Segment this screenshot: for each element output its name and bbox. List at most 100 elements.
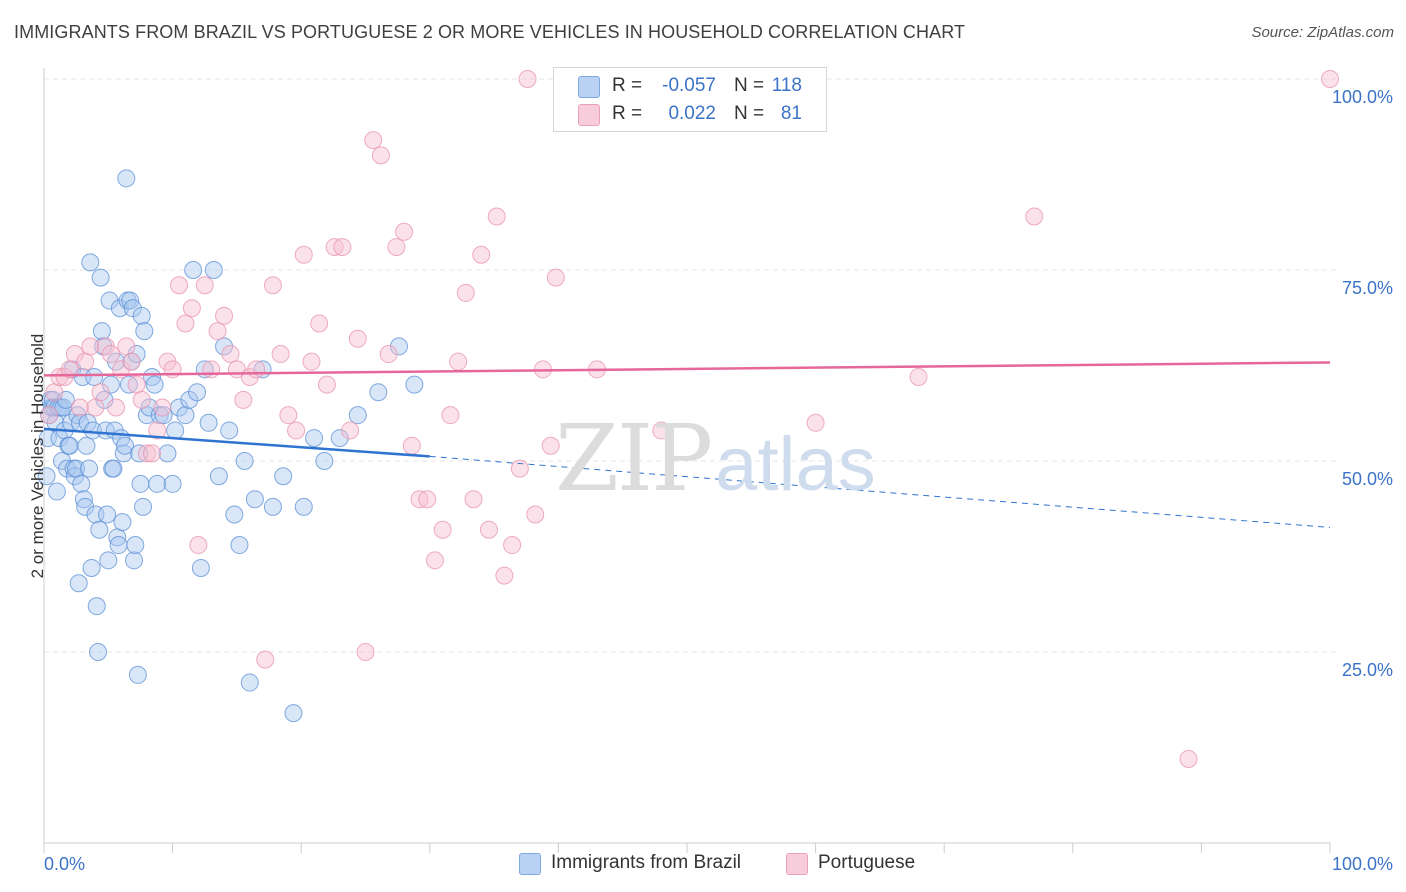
portuguese-point bbox=[503, 536, 522, 555]
brazil-point bbox=[117, 169, 136, 188]
portuguese-point bbox=[341, 421, 360, 440]
portuguese-point bbox=[806, 413, 825, 432]
brazil-point bbox=[123, 299, 142, 318]
portuguese-point bbox=[234, 390, 253, 409]
brazil-point bbox=[263, 497, 282, 516]
brazil-trend-line bbox=[43, 427, 430, 458]
brazil-point bbox=[125, 551, 144, 570]
portuguese-point bbox=[153, 398, 172, 417]
brazil-point bbox=[145, 375, 164, 394]
portuguese-point bbox=[495, 566, 514, 585]
portuguese-point bbox=[263, 276, 282, 295]
portuguese-point bbox=[132, 390, 151, 409]
legend-n-label: N = bbox=[734, 75, 765, 96]
brazil-point bbox=[83, 421, 102, 440]
brazil-point bbox=[65, 467, 84, 486]
portuguese-point bbox=[356, 643, 375, 661]
brazil-point bbox=[82, 558, 101, 577]
brazil-point bbox=[76, 497, 95, 516]
portuguese-point bbox=[45, 383, 64, 402]
axes bbox=[43, 68, 1331, 853]
portuguese-point bbox=[526, 505, 545, 524]
portuguese-point bbox=[909, 367, 928, 386]
portuguese-point bbox=[107, 398, 126, 417]
brazil-point bbox=[215, 337, 234, 356]
brazil-point bbox=[99, 551, 118, 570]
portuguese-point bbox=[464, 490, 483, 509]
portuguese-point bbox=[541, 436, 560, 455]
legend-r-value: 0.022 bbox=[668, 103, 716, 124]
brazil-point bbox=[148, 474, 167, 493]
brazil-point bbox=[180, 390, 199, 409]
brazil-point bbox=[191, 558, 210, 577]
brazil-point bbox=[119, 375, 138, 394]
portuguese-point bbox=[122, 352, 141, 371]
brazil-point bbox=[109, 536, 128, 555]
brazil-point bbox=[134, 497, 153, 516]
brazil-point bbox=[294, 497, 313, 516]
portuguese-point bbox=[195, 276, 214, 295]
portuguese-point bbox=[456, 283, 475, 302]
brazil-point bbox=[209, 467, 228, 486]
portuguese-swatch bbox=[578, 104, 600, 126]
brazil-point bbox=[87, 597, 106, 616]
brazil-point bbox=[47, 482, 66, 501]
legend-n-value: 118 bbox=[771, 75, 802, 96]
portuguese-point bbox=[387, 238, 406, 257]
brazil-point bbox=[135, 322, 154, 341]
brazil-point bbox=[245, 490, 264, 509]
portuguese-point bbox=[50, 367, 69, 386]
portuguese-point bbox=[410, 490, 429, 509]
source-note: Source: ZipAtlas.com bbox=[1251, 24, 1394, 41]
portuguese-point bbox=[317, 375, 336, 394]
brazil-points bbox=[37, 169, 424, 723]
brazil-point bbox=[92, 322, 111, 341]
brazil-point bbox=[128, 665, 147, 684]
portuguese-point bbox=[546, 268, 565, 287]
brazil-point bbox=[176, 406, 195, 425]
portuguese-point bbox=[208, 322, 227, 341]
portuguese-point bbox=[256, 650, 275, 669]
portuguese-point bbox=[395, 222, 414, 241]
portuguese-point bbox=[76, 352, 95, 371]
brazil-point bbox=[274, 467, 293, 486]
brazil-point bbox=[315, 452, 334, 470]
portuguese-point bbox=[310, 314, 329, 333]
brazil-point bbox=[89, 643, 108, 661]
legend-row-portuguese: R = 0.022 N = 81 bbox=[554, 101, 826, 129]
y-tick-labels: 25.0% 50.0% 75.0% 100.0% bbox=[1332, 87, 1393, 680]
brazil-swatch bbox=[578, 76, 600, 98]
brazil-point bbox=[74, 490, 93, 509]
brazil-point bbox=[90, 520, 109, 539]
portuguese-point bbox=[215, 306, 234, 325]
portuguese-point bbox=[176, 314, 195, 333]
portuguese-legend-swatch bbox=[786, 853, 808, 875]
brazil-point bbox=[284, 704, 303, 723]
legend-r-label: R = bbox=[612, 103, 643, 124]
brazil-point bbox=[72, 474, 91, 493]
brazil-point bbox=[330, 429, 349, 448]
brazil-point bbox=[199, 413, 218, 432]
portuguese-point bbox=[65, 345, 84, 364]
brazil-point bbox=[204, 261, 223, 279]
portuguese-point bbox=[364, 131, 383, 150]
portuguese-point bbox=[333, 238, 352, 257]
portuguese-point bbox=[302, 352, 321, 371]
brazil-point bbox=[116, 436, 135, 455]
brazil-point bbox=[80, 459, 99, 478]
brazil-point bbox=[305, 429, 324, 448]
stats-legend: R = -0.057 N = 118 R = 0.022 N = 81 bbox=[553, 67, 827, 132]
portuguese-point bbox=[71, 398, 90, 417]
portuguese-point bbox=[143, 444, 162, 463]
portuguese-point bbox=[325, 238, 344, 257]
portuguese-points bbox=[40, 70, 1339, 768]
brazil-point bbox=[58, 459, 77, 478]
portuguese-point bbox=[221, 345, 240, 364]
portuguese-point bbox=[510, 459, 529, 478]
brazil-point bbox=[132, 306, 151, 325]
portuguese-point bbox=[40, 406, 59, 425]
portuguese-point bbox=[271, 345, 290, 364]
y-tick-label: 100.0% bbox=[1332, 87, 1393, 107]
portuguese-point bbox=[441, 406, 460, 425]
